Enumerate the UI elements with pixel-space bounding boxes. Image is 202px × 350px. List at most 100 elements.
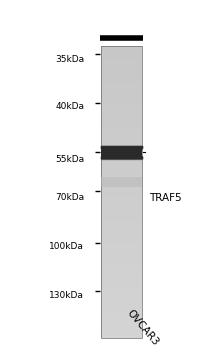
Bar <box>101 303 141 304</box>
Bar <box>101 75 141 76</box>
Bar <box>101 309 141 310</box>
Bar <box>101 177 141 187</box>
Bar <box>101 59 141 60</box>
Bar <box>101 300 141 301</box>
Bar <box>101 244 141 246</box>
Bar <box>101 287 141 288</box>
Bar <box>101 186 141 187</box>
Bar <box>101 126 141 127</box>
Bar <box>101 203 141 205</box>
Bar <box>101 272 141 273</box>
Bar <box>101 50 141 51</box>
Bar <box>101 206 141 208</box>
Bar <box>101 108 141 110</box>
Bar <box>101 195 141 196</box>
Bar <box>101 130 141 132</box>
Bar <box>101 307 141 309</box>
Bar <box>101 162 141 164</box>
Bar <box>101 151 141 152</box>
Bar <box>101 155 141 156</box>
Bar <box>101 56 141 57</box>
Bar <box>101 103 141 104</box>
Bar <box>101 246 141 247</box>
Bar <box>101 129 141 130</box>
Bar <box>101 72 141 73</box>
Bar <box>101 316 141 317</box>
Bar <box>101 298 141 300</box>
Bar <box>101 176 141 177</box>
Bar <box>101 224 141 225</box>
Bar <box>101 278 141 279</box>
Bar <box>101 119 141 120</box>
Text: OVCAR3: OVCAR3 <box>124 307 160 347</box>
Bar <box>101 222 141 224</box>
Bar <box>101 111 141 113</box>
Bar <box>101 310 141 312</box>
Bar <box>101 228 141 230</box>
Bar <box>101 297 141 298</box>
Bar <box>101 98 141 99</box>
Bar <box>101 80 141 82</box>
Bar <box>101 193 141 195</box>
Bar <box>101 196 141 197</box>
Bar <box>101 279 141 281</box>
Bar <box>101 121 141 123</box>
Text: 35kDa: 35kDa <box>55 55 84 64</box>
Bar <box>101 268 141 269</box>
Bar <box>101 335 141 336</box>
Bar <box>101 149 141 151</box>
Bar <box>101 86 141 88</box>
Bar <box>101 168 141 170</box>
Bar <box>101 127 141 129</box>
Bar <box>101 218 141 219</box>
Bar <box>101 232 141 234</box>
Bar <box>101 322 141 323</box>
Bar <box>101 146 141 148</box>
Bar <box>101 105 141 107</box>
Bar <box>101 328 141 329</box>
Bar <box>101 85 141 86</box>
Bar <box>101 231 141 232</box>
Bar <box>101 110 141 111</box>
Bar <box>101 144 141 145</box>
Bar <box>101 275 141 276</box>
Bar <box>101 256 141 257</box>
Bar <box>101 145 141 146</box>
Bar <box>101 46 141 338</box>
Bar <box>101 189 141 190</box>
Bar <box>101 184 141 186</box>
Bar <box>101 116 141 117</box>
Bar <box>101 68 141 69</box>
Bar <box>101 92 141 94</box>
Bar <box>101 160 141 161</box>
Bar <box>101 319 141 320</box>
Bar <box>101 248 141 250</box>
Bar <box>101 104 141 105</box>
Bar <box>101 262 141 263</box>
Bar <box>101 60 141 62</box>
Bar <box>101 236 141 237</box>
Bar <box>101 170 141 171</box>
Bar <box>101 120 141 121</box>
Text: 100kDa: 100kDa <box>49 242 84 251</box>
Bar <box>101 167 141 168</box>
Bar <box>101 265 141 266</box>
Bar <box>101 301 141 303</box>
Bar <box>101 201 141 202</box>
Bar <box>101 97 141 98</box>
Bar <box>101 132 141 133</box>
Bar <box>101 332 141 333</box>
Bar <box>101 117 141 119</box>
Bar <box>101 257 141 259</box>
Bar <box>101 197 141 199</box>
Bar <box>101 64 141 66</box>
Bar <box>101 82 141 84</box>
Bar <box>101 225 141 227</box>
Bar <box>101 84 141 85</box>
Bar <box>101 291 141 293</box>
Bar <box>101 101 141 103</box>
Bar <box>101 173 141 174</box>
Bar <box>101 138 141 139</box>
Bar <box>101 147 141 157</box>
Bar <box>101 79 141 81</box>
